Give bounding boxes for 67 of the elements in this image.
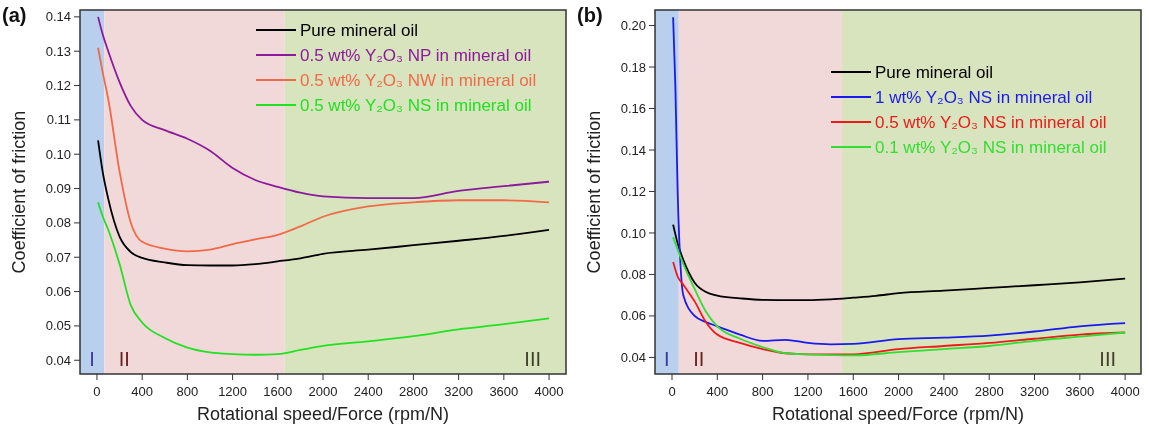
y-tick-label: 0.14 bbox=[45, 9, 71, 25]
x-tick-label: 2000 bbox=[308, 384, 338, 399]
x-tick-label: 2800 bbox=[974, 384, 1004, 399]
x-tick-label: 3600 bbox=[1065, 384, 1095, 399]
y-tick-label: 0.14 bbox=[620, 142, 646, 158]
legend-label: Pure mineral oil bbox=[300, 20, 419, 40]
x-tick-label: 1600 bbox=[838, 384, 868, 399]
y-tick-label: 0.04 bbox=[45, 352, 71, 368]
x-tick-label: 2000 bbox=[884, 384, 914, 399]
x-tick-label: 2400 bbox=[353, 384, 383, 399]
y-tick-label: 0.11 bbox=[46, 112, 71, 128]
y-tick-label: 0.12 bbox=[620, 184, 646, 200]
band-label: III bbox=[524, 348, 541, 370]
legend-label: 0.5 wt% Y₂O₃ NS in mineral oil bbox=[300, 95, 532, 115]
line-series bbox=[672, 223, 1127, 302]
y-tick-label: 0.08 bbox=[620, 266, 646, 282]
y-tick-label: 0.08 bbox=[45, 215, 71, 231]
band-label: I bbox=[89, 348, 95, 370]
x-tick-label: 1600 bbox=[263, 384, 293, 399]
line-series bbox=[97, 139, 550, 267]
x-tick-label: 1200 bbox=[793, 384, 823, 399]
line-series bbox=[672, 16, 1127, 346]
y-tick-label: 0.05 bbox=[45, 318, 71, 334]
y-tick-label: 0.18 bbox=[620, 59, 646, 75]
x-tick-label: 0 bbox=[668, 384, 676, 399]
band-label: II bbox=[118, 348, 130, 370]
x-tick-label: 3200 bbox=[444, 384, 474, 399]
legend-label: 0.1 wt% Y₂O₃ NS in mineral oil bbox=[875, 137, 1107, 157]
x-tick-label: 400 bbox=[706, 384, 729, 399]
x-tick-label: 2400 bbox=[929, 384, 959, 399]
x-tick-label: 3600 bbox=[489, 384, 519, 399]
legend-label: 0.5 wt% Y₂O₃ NS in mineral oil bbox=[875, 112, 1107, 132]
legend-label: 1 wt% Y₂O₃ NS in mineral oil bbox=[875, 87, 1093, 107]
y-tick-label: 0.10 bbox=[45, 146, 71, 162]
x-tick-label: 3200 bbox=[1020, 384, 1049, 399]
x-tick-label: 1200 bbox=[218, 384, 248, 399]
line-series bbox=[97, 15, 550, 200]
y-tick-label: 0.13 bbox=[45, 43, 71, 59]
y-tick-label: 0.10 bbox=[620, 225, 646, 241]
x-tick-label: 2800 bbox=[398, 384, 428, 399]
x-tick-label: 800 bbox=[751, 384, 774, 399]
x-tick-label: 4000 bbox=[534, 384, 564, 399]
y-tick-label: 0.07 bbox=[45, 249, 71, 265]
x-axis-title: Rotational speed/Force (rpm/N) bbox=[771, 404, 1025, 424]
y-tick-label: 0.06 bbox=[45, 284, 71, 300]
x-tick-label: 800 bbox=[176, 384, 199, 399]
chart-title: (a) bbox=[2, 4, 27, 26]
band-label: III bbox=[1099, 348, 1116, 370]
band-label: I bbox=[664, 348, 670, 370]
legend-label: 0.5 wt% Y₂O₃ NW in mineral oil bbox=[300, 70, 537, 90]
y-axis-title: Coefficient of friction bbox=[9, 110, 29, 274]
y-tick-label: 0.12 bbox=[45, 78, 71, 94]
y-tick-label: 0.04 bbox=[620, 349, 646, 365]
chart-title: (b) bbox=[577, 4, 603, 26]
x-tick-label: 4000 bbox=[1110, 384, 1140, 399]
y-tick-label: 0.16 bbox=[620, 101, 646, 117]
x-tick-label: 400 bbox=[131, 384, 154, 399]
y-axis-title: Coefficient of friction bbox=[584, 110, 604, 274]
line-series bbox=[97, 46, 550, 253]
x-tick-label: 0 bbox=[93, 384, 101, 399]
x-axis-title: Rotational speed/Force (rpm/N) bbox=[196, 404, 450, 424]
legend-label: 0.5 wt% Y₂O₃ NP in mineral oil bbox=[300, 45, 532, 65]
y-tick-label: 0.20 bbox=[620, 18, 646, 34]
y-tick-label: 0.06 bbox=[620, 308, 646, 324]
band-label: II bbox=[693, 348, 705, 370]
y-tick-label: 0.09 bbox=[45, 181, 71, 197]
legend-label: Pure mineral oil bbox=[875, 62, 994, 82]
